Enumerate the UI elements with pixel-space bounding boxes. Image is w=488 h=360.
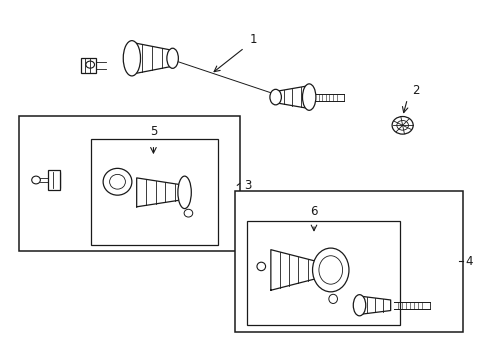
Bar: [19, 117, 239, 251]
Bar: [91, 139, 218, 245]
Bar: [234, 190, 462, 332]
Ellipse shape: [123, 41, 140, 76]
Bar: [48, 170, 60, 190]
Ellipse shape: [352, 294, 365, 316]
Text: 5: 5: [149, 125, 157, 138]
Polygon shape: [137, 178, 184, 207]
Bar: [81, 58, 96, 73]
Ellipse shape: [269, 89, 281, 105]
Ellipse shape: [166, 48, 178, 68]
Polygon shape: [359, 296, 390, 314]
Polygon shape: [275, 86, 308, 109]
Text: 6: 6: [309, 205, 317, 218]
Text: 1: 1: [249, 33, 256, 46]
Text: 2: 2: [411, 84, 419, 97]
Ellipse shape: [103, 168, 132, 195]
Text: 4: 4: [464, 255, 471, 267]
Polygon shape: [132, 42, 172, 74]
Ellipse shape: [312, 248, 348, 292]
Polygon shape: [270, 250, 325, 290]
Bar: [246, 221, 399, 325]
Text: 3: 3: [244, 179, 251, 192]
Ellipse shape: [391, 117, 412, 134]
Bar: [49, 171, 60, 189]
Ellipse shape: [178, 176, 191, 208]
Ellipse shape: [302, 84, 315, 110]
